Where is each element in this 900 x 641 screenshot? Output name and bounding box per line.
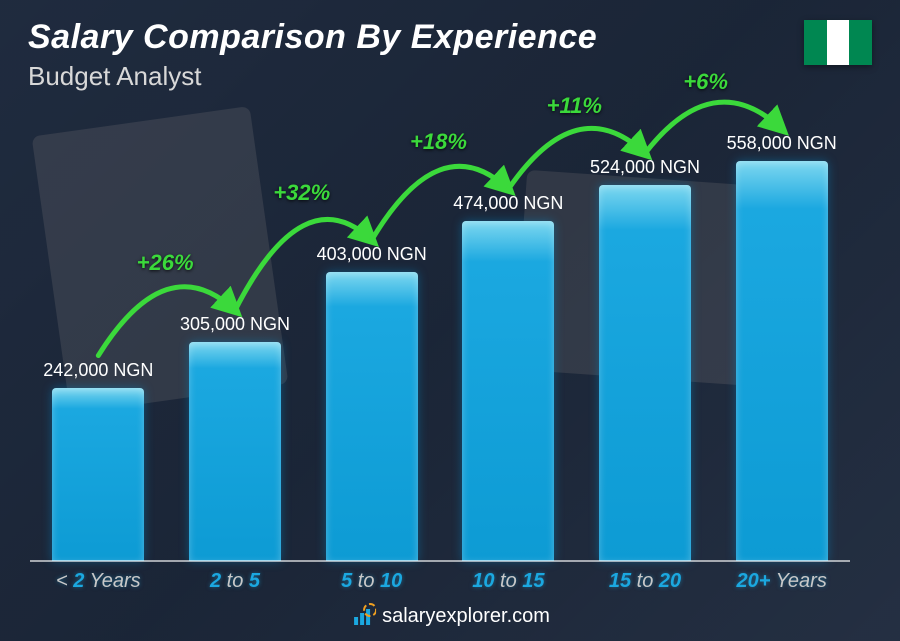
xaxis-label: 5 to 10	[303, 570, 440, 593]
flag-stripe	[827, 20, 850, 65]
xaxis-label: 10 to 15	[440, 570, 577, 593]
brand-icon	[350, 603, 376, 629]
xaxis-label: 15 to 20	[577, 570, 714, 593]
salary-chart: 242,000 NGN305,000 NGN403,000 NGN474,000…	[30, 81, 850, 561]
flag-stripe	[849, 20, 872, 65]
xaxis: < 2 Years2 to 55 to 1010 to 1515 to 2020…	[30, 570, 850, 593]
growth-percent-label: +6%	[683, 69, 728, 95]
xaxis-label: 2 to 5	[167, 570, 304, 593]
xaxis-label: < 2 Years	[30, 570, 167, 593]
chart-baseline	[30, 560, 850, 562]
xaxis-label: 20+ Years	[713, 570, 850, 593]
brand-text: salaryexplorer.com	[382, 605, 550, 628]
country-flag	[804, 20, 872, 65]
growth-arc	[30, 81, 850, 561]
footer: salaryexplorer.com	[350, 603, 550, 629]
flag-stripe	[804, 20, 827, 65]
page-title: Salary Comparison By Experience	[28, 18, 597, 57]
